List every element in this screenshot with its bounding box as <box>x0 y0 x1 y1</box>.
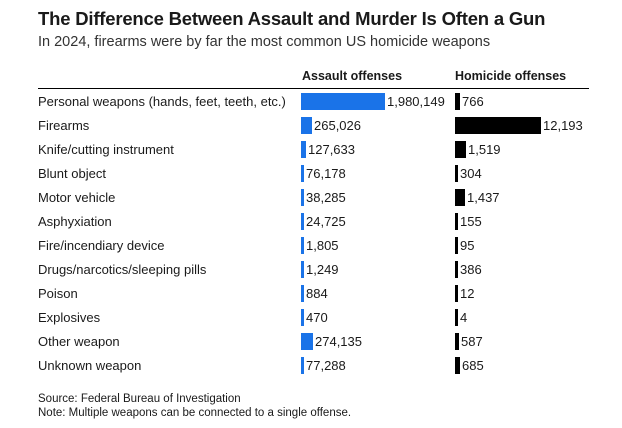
assault-value-label: 1,805 <box>306 238 339 253</box>
homicide-value-label: 386 <box>460 262 482 277</box>
category-label: Blunt object <box>38 166 106 181</box>
homicide-bar <box>455 261 458 278</box>
homicide-value-label: 304 <box>460 166 482 181</box>
homicide-value-label: 685 <box>462 358 484 373</box>
assault-bar <box>301 357 304 374</box>
assault-bar <box>301 189 304 206</box>
homicide-bar <box>455 309 458 326</box>
assault-value-label: 274,135 <box>315 334 362 349</box>
header-rule <box>38 88 589 89</box>
category-label: Poison <box>38 286 78 301</box>
category-label: Asphyxiation <box>38 214 112 229</box>
homicide-value-label: 95 <box>460 238 475 253</box>
category-label: Motor vehicle <box>38 190 116 205</box>
assault-bar <box>301 333 313 350</box>
footnote: Note: Multiple weapons can be connected … <box>38 407 352 419</box>
homicide-column-header: Homicide offenses <box>455 69 567 83</box>
assault-bar <box>301 261 304 278</box>
category-label: Drugs/narcotics/sleeping pills <box>38 262 207 277</box>
assault-bar <box>301 213 304 230</box>
homicide-value-label: 1,437 <box>467 190 500 205</box>
assault-bar <box>301 285 304 302</box>
source-note: Source: Federal Bureau of Investigation <box>38 393 241 405</box>
assault-value-label: 38,285 <box>306 190 346 205</box>
category-label: Personal weapons (hands, feet, teeth, et… <box>38 94 286 109</box>
assault-value-label: 127,633 <box>308 142 355 157</box>
assault-bar <box>301 117 312 134</box>
assault-bar <box>301 93 385 110</box>
homicide-value-label: 587 <box>461 334 483 349</box>
homicide-bar <box>455 237 458 254</box>
homicide-bar <box>455 117 541 134</box>
assault-value-label: 77,288 <box>306 358 346 373</box>
homicide-bar <box>455 357 460 374</box>
homicide-value-label: 4 <box>460 310 468 325</box>
category-label: Firearms <box>38 118 90 133</box>
homicide-bar <box>455 213 458 230</box>
homicide-value-label: 766 <box>462 94 484 109</box>
chart-title: The Difference Between Assault and Murde… <box>38 8 546 29</box>
assault-value-label: 884 <box>306 286 328 301</box>
homicide-value-label: 155 <box>460 214 482 229</box>
assault-value-label: 1,249 <box>306 262 339 277</box>
assault-column-header: Assault offenses <box>302 69 403 83</box>
homicide-bar <box>455 165 458 182</box>
category-label: Explosives <box>38 310 101 325</box>
homicide-bar <box>455 189 465 206</box>
assault-value-label: 470 <box>306 310 328 325</box>
homicide-bar <box>455 333 459 350</box>
homicide-value-label: 1,519 <box>468 142 501 157</box>
homicide-bar <box>455 141 466 158</box>
assault-bar <box>301 309 304 326</box>
assault-value-label: 1,980,149 <box>387 94 445 109</box>
chart-subtitle: In 2024, firearms were by far the most c… <box>38 34 491 50</box>
category-label: Knife/cutting instrument <box>38 142 174 157</box>
assault-value-label: 24,725 <box>306 214 346 229</box>
category-label: Unknown weapon <box>38 358 142 373</box>
assault-bar <box>301 165 304 182</box>
assault-bar <box>301 141 306 158</box>
homicide-bar <box>455 285 458 302</box>
assault-value-label: 265,026 <box>314 118 361 133</box>
homicide-value-label: 12,193 <box>543 118 583 133</box>
homicide-value-label: 12 <box>460 286 475 301</box>
category-label: Other weapon <box>38 334 120 349</box>
homicide-bar <box>455 93 460 110</box>
category-label: Fire/incendiary device <box>38 238 165 253</box>
assault-bar <box>301 237 304 254</box>
assault-value-label: 76,178 <box>306 166 346 181</box>
